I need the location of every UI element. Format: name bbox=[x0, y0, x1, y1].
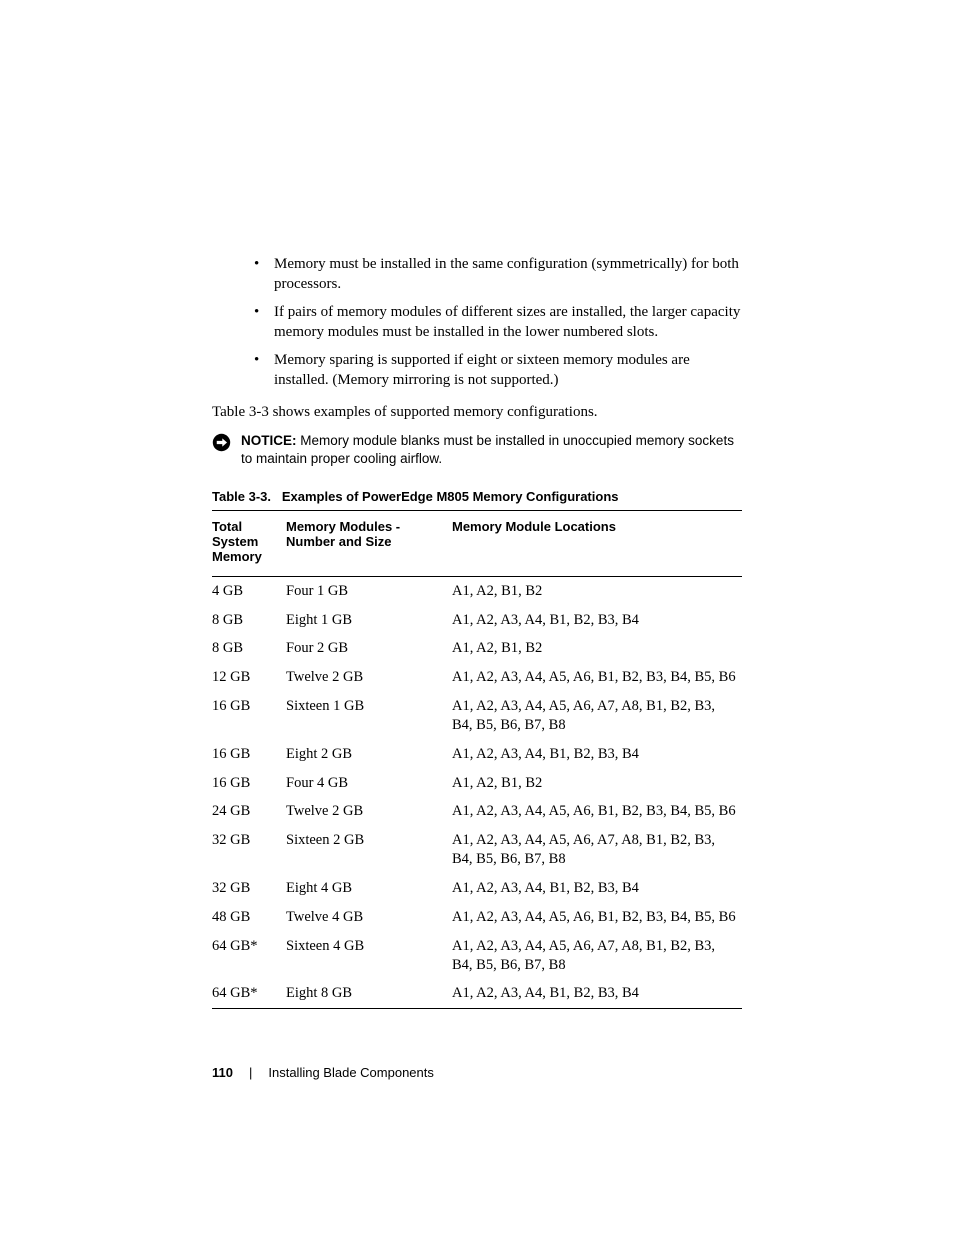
table-cell: Sixteen 2 GB bbox=[286, 826, 452, 874]
table-cell: 64 GB* bbox=[212, 932, 286, 980]
table-row: 16 GBSixteen 1 GBA1, A2, A3, A4, A5, A6,… bbox=[212, 692, 742, 740]
page-footer: 110 | Installing Blade Components bbox=[212, 1065, 742, 1080]
bullet-item: If pairs of memory modules of different … bbox=[254, 303, 742, 342]
table-cell: Four 1 GB bbox=[286, 576, 452, 605]
table-caption-prefix: Table 3-3. bbox=[212, 489, 271, 504]
table-cell: 8 GB bbox=[212, 634, 286, 663]
lead-paragraph: Table 3-3 shows examples of supported me… bbox=[212, 402, 742, 422]
notice-body: Memory module blanks must be installed i… bbox=[241, 433, 734, 466]
table-cell: 16 GB bbox=[212, 740, 286, 769]
notice-block: NOTICE: Memory module blanks must be ins… bbox=[212, 432, 742, 468]
table-cell: A1, A2, B1, B2 bbox=[452, 769, 742, 798]
table-row: 16 GBFour 4 GBA1, A2, B1, B2 bbox=[212, 769, 742, 798]
table-column-header: Memory Module Locations bbox=[452, 510, 742, 576]
table-cell: Four 2 GB bbox=[286, 634, 452, 663]
table-row: 24 GBTwelve 2 GBA1, A2, A3, A4, A5, A6, … bbox=[212, 797, 742, 826]
table-cell: 24 GB bbox=[212, 797, 286, 826]
bullet-item: Memory must be installed in the same con… bbox=[254, 255, 742, 294]
table-row: 32 GBSixteen 2 GBA1, A2, A3, A4, A5, A6,… bbox=[212, 826, 742, 874]
table-cell: A1, A2, A3, A4, A5, A6, A7, A8, B1, B2, … bbox=[452, 692, 742, 740]
table-cell: A1, A2, A3, A4, A5, A6, B1, B2, B3, B4, … bbox=[452, 903, 742, 932]
table-cell: A1, A2, B1, B2 bbox=[452, 576, 742, 605]
table-cell: A1, A2, A3, A4, A5, A6, A7, A8, B1, B2, … bbox=[452, 932, 742, 980]
table-row: 16 GBEight 2 GBA1, A2, A3, A4, B1, B2, B… bbox=[212, 740, 742, 769]
table-cell: A1, A2, A3, A4, A5, A6, B1, B2, B3, B4, … bbox=[452, 663, 742, 692]
table-caption: Table 3-3. Examples of PowerEdge M805 Me… bbox=[212, 489, 742, 504]
table-cell: 32 GB bbox=[212, 874, 286, 903]
notice-text: NOTICE: Memory module blanks must be ins… bbox=[241, 432, 742, 468]
table-cell: Eight 4 GB bbox=[286, 874, 452, 903]
page-number: 110 bbox=[212, 1065, 233, 1080]
table-cell: Twelve 4 GB bbox=[286, 903, 452, 932]
table-cell: 48 GB bbox=[212, 903, 286, 932]
table-cell: A1, A2, A3, A4, B1, B2, B3, B4 bbox=[452, 874, 742, 903]
table-row: 8 GBEight 1 GBA1, A2, A3, A4, B1, B2, B3… bbox=[212, 606, 742, 635]
table-cell: 8 GB bbox=[212, 606, 286, 635]
table-cell: 32 GB bbox=[212, 826, 286, 874]
table-caption-title: Examples of PowerEdge M805 Memory Config… bbox=[282, 489, 619, 504]
table-row: 8 GBFour 2 GBA1, A2, B1, B2 bbox=[212, 634, 742, 663]
table-row: 32 GBEight 4 GBA1, A2, A3, A4, B1, B2, B… bbox=[212, 874, 742, 903]
table-cell: A1, A2, A3, A4, B1, B2, B3, B4 bbox=[452, 979, 742, 1008]
table-cell: Twelve 2 GB bbox=[286, 797, 452, 826]
notice-label: NOTICE: bbox=[241, 433, 297, 448]
table-cell: Sixteen 1 GB bbox=[286, 692, 452, 740]
notice-arrow-icon bbox=[212, 433, 231, 457]
table-row: 48 GBTwelve 4 GBA1, A2, A3, A4, A5, A6, … bbox=[212, 903, 742, 932]
table-body: 4 GBFour 1 GBA1, A2, B1, B28 GBEight 1 G… bbox=[212, 576, 742, 1009]
table-cell: 12 GB bbox=[212, 663, 286, 692]
table-row: 64 GB*Sixteen 4 GBA1, A2, A3, A4, A5, A6… bbox=[212, 932, 742, 980]
table-header: TotalSystemMemoryMemory Modules -Number … bbox=[212, 510, 742, 576]
table-cell: Eight 8 GB bbox=[286, 979, 452, 1008]
table-cell: A1, A2, A3, A4, A5, A6, B1, B2, B3, B4, … bbox=[452, 797, 742, 826]
bullet-item: Memory sparing is supported if eight or … bbox=[254, 351, 742, 390]
table-header-row: TotalSystemMemoryMemory Modules -Number … bbox=[212, 510, 742, 576]
table-cell: Sixteen 4 GB bbox=[286, 932, 452, 980]
document-page: Memory must be installed in the same con… bbox=[0, 0, 954, 1235]
table-row: 12 GBTwelve 2 GBA1, A2, A3, A4, A5, A6, … bbox=[212, 663, 742, 692]
table-cell: Eight 2 GB bbox=[286, 740, 452, 769]
table-cell: 16 GB bbox=[212, 692, 286, 740]
table-row: 4 GBFour 1 GBA1, A2, B1, B2 bbox=[212, 576, 742, 605]
footer-separator: | bbox=[249, 1065, 252, 1080]
table-cell: A1, A2, B1, B2 bbox=[452, 634, 742, 663]
table-row: 64 GB*Eight 8 GBA1, A2, A3, A4, B1, B2, … bbox=[212, 979, 742, 1008]
table-cell: A1, A2, A3, A4, B1, B2, B3, B4 bbox=[452, 740, 742, 769]
table-cell: A1, A2, A3, A4, B1, B2, B3, B4 bbox=[452, 606, 742, 635]
table-cell: Twelve 2 GB bbox=[286, 663, 452, 692]
table-cell: 16 GB bbox=[212, 769, 286, 798]
table-column-header: Memory Modules -Number and Size bbox=[286, 510, 452, 576]
table-cell: A1, A2, A3, A4, A5, A6, A7, A8, B1, B2, … bbox=[452, 826, 742, 874]
table-column-header: TotalSystemMemory bbox=[212, 510, 286, 576]
table-cell: Eight 1 GB bbox=[286, 606, 452, 635]
memory-config-table: TotalSystemMemoryMemory Modules -Number … bbox=[212, 510, 742, 1010]
table-cell: 64 GB* bbox=[212, 979, 286, 1008]
bullet-list: Memory must be installed in the same con… bbox=[212, 255, 742, 390]
table-cell: 4 GB bbox=[212, 576, 286, 605]
table-cell: Four 4 GB bbox=[286, 769, 452, 798]
footer-section: Installing Blade Components bbox=[268, 1065, 434, 1080]
